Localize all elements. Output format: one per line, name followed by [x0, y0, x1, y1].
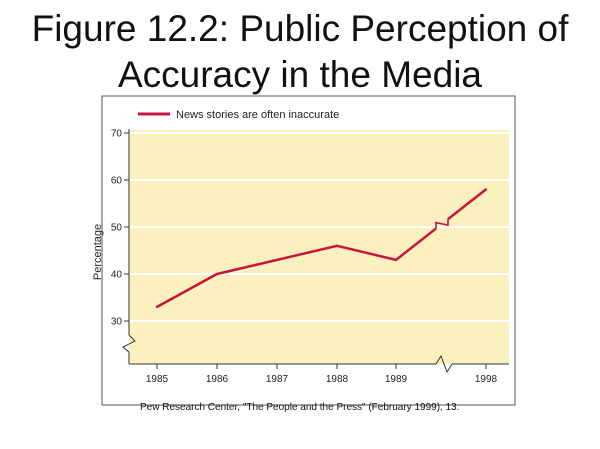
- x-tick-label: 1987: [266, 374, 289, 385]
- y-tick-label: 50: [111, 223, 123, 234]
- y-axis-title: Percentage: [92, 224, 104, 280]
- data-point: [155, 305, 159, 309]
- source-note: Pew Research Center, "The People and the…: [140, 402, 460, 413]
- legend: News stories are often inaccurate: [138, 109, 339, 121]
- x-tick-label: 1985: [146, 374, 169, 385]
- x-tick-label: 1988: [326, 374, 349, 385]
- slide-title-line-1: Figure 12.2: Public Perception of: [31, 8, 569, 49]
- x-axis-break: [435, 354, 453, 374]
- y-axis-break: [122, 334, 136, 353]
- y-tick-label: 70: [111, 129, 123, 140]
- series-line: [447, 188, 487, 221]
- x-tick-label: 1998: [475, 374, 498, 385]
- slide-title-line-2: Accuracy in the Media: [117, 54, 482, 95]
- data-point: [484, 188, 488, 191]
- y-axis: 30 40 50 60 70: [111, 129, 136, 364]
- series-layer: [155, 188, 488, 309]
- y-tick-label: 60: [111, 176, 123, 187]
- x-tick-label: 1989: [385, 374, 408, 385]
- grid-lines: [129, 132, 509, 322]
- data-point: [335, 244, 339, 247]
- y-tick-label: 30: [111, 317, 123, 328]
- legend-label: News stories are often inaccurate: [176, 109, 339, 121]
- data-point: [394, 258, 398, 262]
- data-point: [215, 272, 219, 276]
- x-tick-label: 1986: [206, 374, 229, 385]
- y-tick-label: 40: [111, 270, 123, 281]
- plot-area: [129, 130, 509, 364]
- slide-title: Figure 12.2: Public Perception of Accura…: [0, 6, 600, 98]
- series-break-mark: [435, 219, 449, 229]
- x-axis: 1985 1986 1987 1988 1989 1998: [129, 354, 509, 385]
